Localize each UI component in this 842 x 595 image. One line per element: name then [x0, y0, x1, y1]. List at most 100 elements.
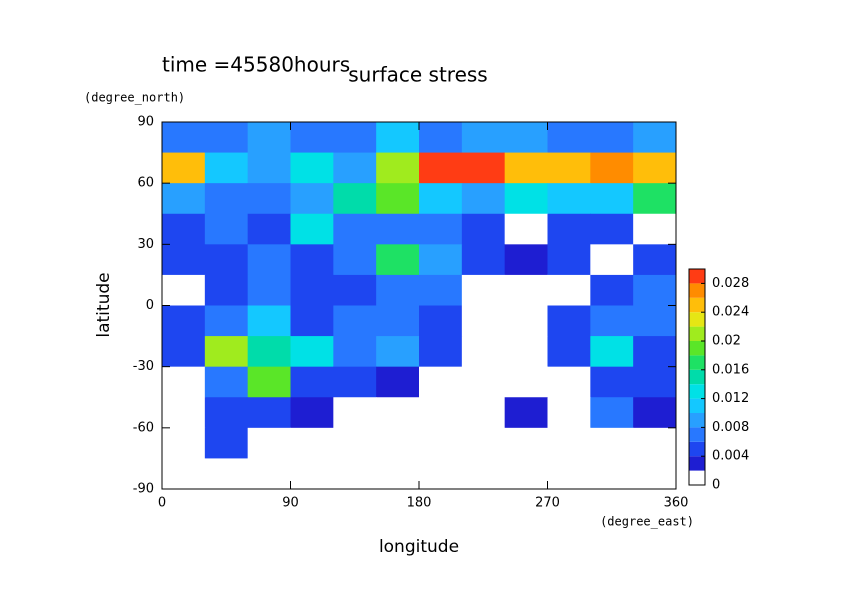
contour-cell — [633, 427, 677, 459]
contour-cell — [204, 397, 249, 429]
contour-cell — [204, 213, 249, 245]
contour-cell — [333, 122, 377, 154]
contour-cell — [633, 305, 677, 337]
contour-cell — [504, 122, 548, 154]
contour-cell — [504, 305, 548, 337]
colorbar-band — [689, 456, 705, 471]
contour-cell — [504, 397, 548, 429]
contour-cell — [162, 274, 206, 306]
colorbar-band — [689, 441, 705, 457]
contour-cell — [333, 213, 377, 245]
colorbar-band — [689, 470, 705, 485]
contour-cell — [547, 274, 591, 306]
contour-cell — [461, 274, 506, 306]
contour-cell — [162, 213, 206, 245]
contour-cell — [162, 427, 206, 459]
colorbar-tick-label: 0.028 — [712, 276, 749, 291]
y-tick-label: -30 — [133, 359, 154, 374]
contour-cell — [419, 244, 463, 276]
contour-cell — [633, 122, 677, 154]
contour-cell — [376, 274, 420, 306]
contour-cell — [247, 244, 291, 276]
contour-cell — [333, 397, 377, 429]
colorbar-tick-label: 0.016 — [712, 362, 749, 377]
contour-cell — [590, 244, 634, 276]
y-tick-label: 90 — [137, 115, 154, 130]
contour-cell — [461, 458, 506, 490]
contour-cell — [162, 397, 206, 429]
colorbar-band — [689, 427, 705, 442]
colorbar-band — [689, 269, 705, 284]
contour-cell — [247, 213, 291, 245]
contour-cell — [419, 274, 463, 306]
contour-cell — [247, 305, 291, 337]
contour-cell — [333, 152, 377, 184]
contour-cell — [504, 183, 548, 215]
contour-cell — [290, 244, 334, 276]
colorbar-tick-label: 0.004 — [712, 449, 749, 464]
contour-cell — [461, 427, 506, 459]
contour-cell — [547, 336, 591, 368]
contour-cell — [504, 152, 548, 184]
contour-cell — [419, 213, 463, 245]
contour-cell — [247, 366, 291, 398]
contour-cell — [419, 458, 463, 490]
contour-cell — [247, 152, 291, 184]
contour-cell — [162, 336, 206, 368]
colorbar-tick-label: 0 — [712, 478, 720, 493]
contour-cell — [204, 122, 249, 154]
contour-cell — [633, 336, 677, 368]
colorbar-band — [689, 413, 705, 428]
contour-cell — [504, 458, 548, 490]
contour-cell — [633, 152, 677, 184]
contour-cell — [247, 458, 291, 490]
contour-cell — [204, 274, 249, 306]
contour-cell — [504, 427, 548, 459]
contour-cell — [333, 458, 377, 490]
y-tick-label: 0 — [146, 298, 154, 313]
contour-cell — [419, 152, 463, 184]
contour-cell — [461, 397, 506, 429]
contour-cell — [376, 336, 420, 368]
colorbar-band — [689, 355, 705, 370]
contour-cell — [633, 274, 677, 306]
contour-cell — [162, 152, 206, 184]
y-tick-label: 60 — [137, 176, 154, 191]
y-unit: (degree_north) — [84, 91, 185, 105]
contour-cell — [461, 305, 506, 337]
contour-cell — [290, 305, 334, 337]
contour-cell — [333, 336, 377, 368]
contour-cell — [461, 152, 506, 184]
contour-cell — [290, 366, 334, 398]
colorbar-band — [689, 369, 705, 385]
contour-cell — [204, 305, 249, 337]
contour-cell — [461, 336, 506, 368]
contour-cell — [290, 274, 334, 306]
contour-cell — [419, 366, 463, 398]
contour-cell — [162, 366, 206, 398]
contour-cell — [419, 305, 463, 337]
contour-cell — [376, 305, 420, 337]
contour-cell — [290, 458, 334, 490]
contour-cell — [590, 336, 634, 368]
contour-cell — [376, 427, 420, 459]
contour-cell — [333, 427, 377, 459]
contour-cell — [547, 458, 591, 490]
contour-cell — [504, 213, 548, 245]
contour-cell — [633, 366, 677, 398]
contour-cell — [247, 274, 291, 306]
contour-cell — [504, 244, 548, 276]
contour-cell — [247, 122, 291, 154]
contour-cell — [633, 183, 677, 215]
y-tick-label: 30 — [137, 237, 154, 252]
colorbar-tick-label: 0.008 — [712, 420, 749, 435]
x-tick-label: 0 — [158, 496, 166, 511]
contour-cell — [290, 427, 334, 459]
contour-cell — [204, 152, 249, 184]
colorbar-band — [689, 297, 705, 313]
contour-cell — [204, 336, 249, 368]
contour-cell — [376, 213, 420, 245]
contour-cell — [590, 122, 634, 154]
x-tick-label: 90 — [282, 496, 299, 511]
contour-cell — [333, 366, 377, 398]
